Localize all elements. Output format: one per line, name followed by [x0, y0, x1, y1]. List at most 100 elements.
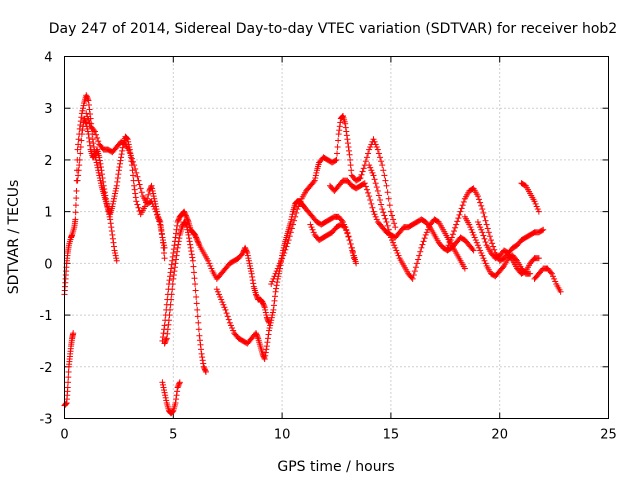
- data-point: [344, 136, 351, 143]
- data-point: [110, 198, 117, 205]
- data-point: [411, 268, 418, 275]
- data-point: [157, 221, 164, 228]
- data-point: [373, 144, 380, 150]
- data-point: [202, 367, 209, 374]
- data-point: [112, 187, 119, 194]
- data-point: [168, 291, 175, 298]
- data-point: [132, 194, 139, 201]
- data-point: [202, 368, 209, 375]
- data-point: [191, 275, 198, 282]
- data-point: [279, 255, 286, 262]
- data-point: [540, 226, 547, 233]
- data-point: [215, 291, 222, 298]
- data-point: [148, 182, 155, 189]
- data-point: [79, 127, 86, 134]
- data-point: [174, 244, 181, 251]
- data-point: [195, 240, 202, 247]
- data-point: [75, 141, 82, 148]
- data-point: [190, 269, 197, 276]
- data-point: [136, 181, 143, 188]
- data-point: [226, 319, 233, 326]
- data-point: [96, 172, 103, 179]
- data-point: [158, 228, 165, 235]
- data-point: [481, 213, 488, 220]
- data-point: [198, 350, 205, 357]
- data-point: [269, 309, 276, 316]
- data-point: [310, 229, 317, 236]
- data-point: [478, 250, 485, 257]
- data-point: [119, 147, 126, 154]
- data-point: [70, 330, 77, 337]
- data-point: [113, 182, 120, 189]
- data-point: [343, 227, 350, 234]
- data-point: [85, 97, 92, 104]
- data-point: [254, 332, 261, 339]
- data-point: [175, 216, 182, 223]
- data-point: [175, 381, 182, 388]
- data-point: [103, 200, 110, 207]
- data-point: [458, 205, 465, 212]
- data-point: [184, 226, 191, 233]
- data-point: [161, 244, 168, 251]
- data-point: [96, 157, 103, 164]
- data-point: [292, 213, 299, 220]
- data-point: [217, 293, 224, 300]
- data-point: [248, 268, 255, 275]
- data-point: [161, 387, 168, 394]
- data-point: [65, 379, 72, 386]
- data-point: [89, 136, 96, 143]
- data-point: [274, 265, 281, 272]
- data-point: [310, 178, 317, 185]
- data-point: [153, 211, 160, 218]
- data-point: [161, 250, 168, 257]
- data-point: [368, 167, 375, 174]
- data-point: [343, 132, 350, 139]
- data-point: [267, 322, 274, 329]
- data-point: [272, 293, 279, 300]
- data-point: [86, 120, 93, 127]
- data-point: [264, 315, 271, 322]
- data-point: [415, 256, 422, 263]
- data-point: [266, 327, 273, 334]
- data-point: [131, 182, 138, 189]
- data-point: [123, 134, 130, 141]
- data-point: [108, 224, 115, 231]
- data-point: [149, 185, 156, 192]
- data-point: [213, 286, 220, 293]
- data-point: [392, 224, 399, 231]
- data-point: [201, 365, 208, 372]
- data-point: [260, 300, 267, 307]
- data-point: [159, 381, 166, 388]
- data-point: [73, 187, 80, 194]
- data-point: [249, 277, 256, 284]
- data-point: [481, 235, 488, 242]
- data-point: [93, 131, 100, 138]
- data-point: [362, 183, 369, 190]
- data-point: [108, 228, 115, 235]
- data-point: [115, 171, 122, 178]
- data-point: [289, 221, 296, 228]
- data-point: [77, 122, 84, 129]
- data-point: [114, 175, 121, 182]
- data-point: [184, 229, 191, 236]
- data-points: [61, 92, 564, 417]
- data-point: [513, 256, 520, 263]
- data-point: [363, 186, 370, 193]
- data-point: [421, 235, 428, 242]
- data-point: [169, 408, 176, 415]
- data-point: [183, 213, 190, 220]
- data-point: [194, 237, 201, 244]
- data-point: [476, 244, 483, 251]
- data-point: [419, 241, 426, 248]
- data-point: [138, 189, 145, 196]
- data-point: [246, 260, 253, 267]
- data-point: [369, 169, 376, 176]
- data-point: [395, 252, 402, 259]
- data-point: [170, 271, 177, 278]
- data-point: [477, 224, 484, 231]
- data-point: [270, 275, 277, 282]
- data-point: [312, 172, 319, 179]
- data-point: [379, 162, 386, 169]
- plot-frame: [64, 56, 609, 419]
- data-point: [129, 167, 136, 174]
